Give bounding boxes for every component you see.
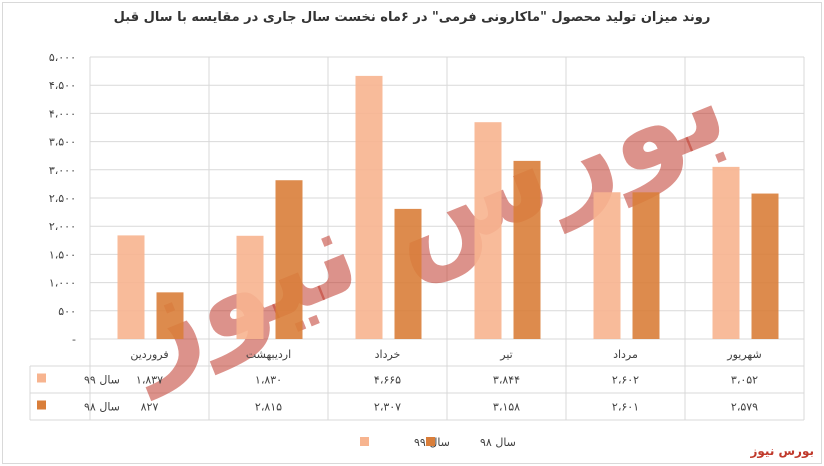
- bar-series98: [632, 192, 660, 339]
- legend-swatch: [426, 437, 435, 446]
- bar-series98: [394, 208, 422, 339]
- legend-label: سال ۹۸: [480, 436, 516, 449]
- y-tick-label: ۴،۰۰۰: [49, 107, 76, 120]
- bar-series98: [275, 180, 303, 339]
- data-label: ۳،۱۵۸: [493, 401, 520, 414]
- bar-series99: [355, 75, 383, 340]
- chart-title: روند میزان تولید محصول "ماکارونی فرمی" د…: [113, 10, 711, 25]
- bar-series99: [117, 235, 145, 339]
- table-legend-key: [37, 373, 46, 383]
- table-series-name: سال ۹۹: [84, 374, 120, 387]
- bar-series99: [236, 235, 264, 339]
- data-label: ۲،۶۰۱: [612, 401, 639, 414]
- bar-series98: [156, 292, 184, 339]
- bar-series98: [751, 193, 779, 339]
- category-label: مرداد: [613, 348, 638, 361]
- category-label: تیر: [499, 348, 512, 361]
- y-tick-label: ۲،۵۰۰: [49, 192, 76, 205]
- data-label: ۲،۳۰۷: [374, 401, 401, 414]
- y-tick-label: ۳،۵۰۰: [49, 136, 76, 149]
- data-label: ۳،۰۵۲: [731, 374, 758, 387]
- data-label: ۸۲۷: [141, 401, 159, 414]
- legend-swatch: [360, 437, 369, 446]
- brand-logo-text: بورس نیوز: [750, 444, 814, 458]
- bar-series99: [474, 122, 502, 340]
- y-tick-label: ۵،۰۰۰: [49, 51, 76, 64]
- category-label: خرداد: [375, 348, 401, 361]
- y-tick-label: -: [72, 333, 76, 346]
- data-label: ۴،۶۶۵: [374, 374, 401, 387]
- data-label: ۲،۶۰۲: [612, 374, 639, 387]
- bar-series99: [712, 166, 740, 339]
- data-label: ۱،۸۳۰: [255, 374, 282, 387]
- data-label: ۳،۸۴۴: [493, 374, 520, 387]
- table-series-name: سال ۹۸: [84, 401, 120, 414]
- category-label: فروردین: [130, 348, 168, 361]
- table-legend-key: [37, 400, 46, 410]
- y-tick-label: ۱،۵۰۰: [49, 248, 76, 261]
- y-tick-label: ۲،۰۰۰: [49, 220, 76, 233]
- y-tick-label: ۵۰۰: [58, 305, 76, 318]
- data-label: ۱،۸۳۷: [136, 374, 163, 387]
- bar-series99: [593, 192, 621, 339]
- category-label: شهریور: [726, 348, 761, 361]
- y-tick-label: ۴،۵۰۰: [49, 79, 76, 92]
- data-label: ۲،۸۱۵: [255, 401, 282, 414]
- bar-series98: [513, 160, 541, 339]
- data-label: ۲،۵۷۹: [731, 401, 758, 414]
- y-tick-label: ۱،۰۰۰: [49, 277, 76, 290]
- category-label: اردیبهشت: [246, 348, 291, 361]
- y-tick-label: ۳،۰۰۰: [49, 164, 76, 177]
